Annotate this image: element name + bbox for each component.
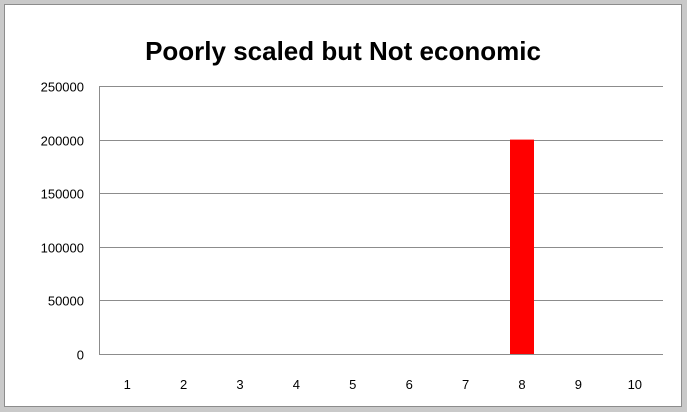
y-tick-label: 0 [77, 348, 84, 363]
x-tick-label: 8 [518, 377, 525, 392]
x-tick-label: 4 [293, 377, 300, 392]
y-tick-label: 100000 [41, 241, 84, 256]
x-tick-label: 1 [124, 377, 131, 392]
bar [510, 139, 534, 354]
y-tick-label: 50000 [48, 294, 84, 309]
chart-title: Poorly scaled but Not economic [145, 36, 541, 66]
y-tick-label: 200000 [41, 134, 84, 149]
x-tick-label: 9 [575, 377, 582, 392]
x-tick-label: 6 [406, 377, 413, 392]
x-tick-label: 3 [236, 377, 243, 392]
x-tick-label: 5 [349, 377, 356, 392]
y-tick-label: 250000 [41, 80, 84, 95]
chart-frame: Poorly scaled but Not economic [4, 4, 682, 407]
x-tick-label: 7 [462, 377, 469, 392]
x-tick-label: 10 [628, 377, 642, 392]
x-tick-label: 2 [180, 377, 187, 392]
y-tick-label: 150000 [41, 187, 84, 202]
